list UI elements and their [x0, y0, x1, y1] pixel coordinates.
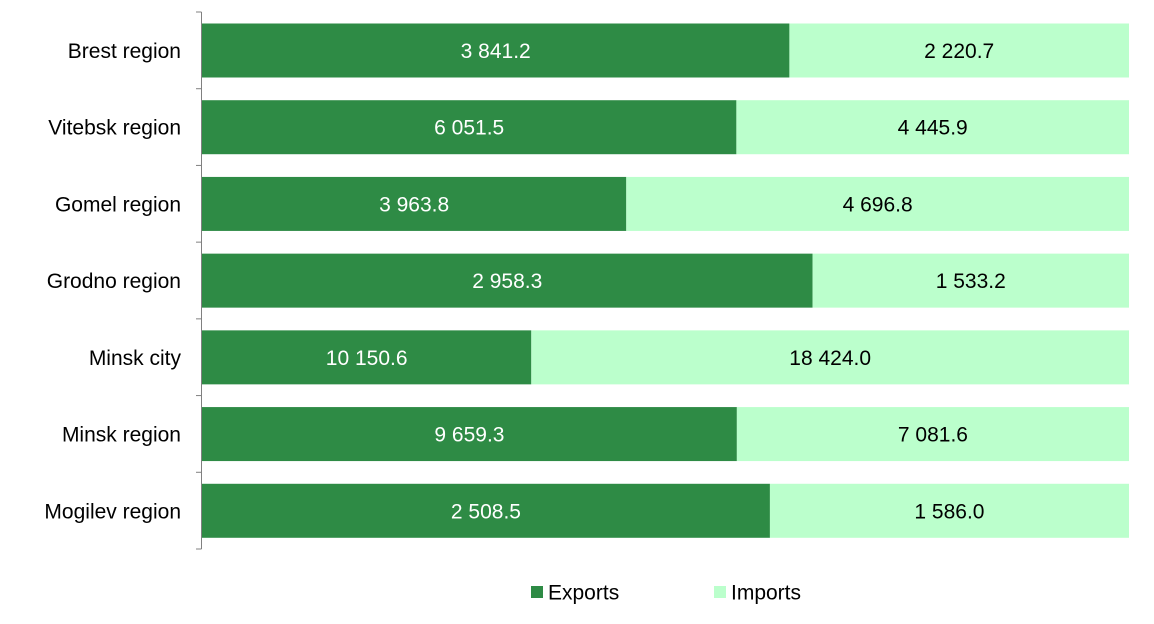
- data-label-exports-7: 2 508.5: [451, 500, 521, 523]
- bar-imports-7: [769, 483, 1129, 538]
- data-label-imports-2: 4 445.9: [898, 117, 968, 140]
- data-label-exports-1: 3 841.2: [461, 40, 531, 63]
- data-label-exports-4: 2 958.3: [472, 270, 542, 293]
- bar-exports-2: [202, 100, 737, 155]
- bar-imports-2: [736, 100, 1129, 155]
- category-axis: Brest region Vitebsk region Gomel region Gr…: [44, 11, 202, 550]
- legend-label-imports: Imports: [731, 582, 801, 605]
- data-label-exports-2: 6 051.5: [434, 117, 504, 140]
- legend-swatch-imports: [714, 586, 726, 598]
- legend-swatch-exports: [531, 586, 543, 598]
- bar-imports-1: [789, 23, 1129, 78]
- data-label-imports-7: 1 586.0: [914, 500, 984, 523]
- category-label-6: Minsk region: [62, 424, 181, 447]
- bar-exports-5: [202, 330, 532, 385]
- category-label-2: Vitebsk region: [48, 117, 181, 140]
- bar-exports-3: [202, 176, 627, 231]
- bars-layer: 3 841.2 2 220.7 6 051.5 4 445.9 3 963.8 4 696…: [202, 23, 1129, 538]
- legend: Exports Imports: [531, 582, 801, 605]
- data-label-imports-4: 1 533.2: [936, 270, 1006, 293]
- category-label-3: Gomel region: [55, 193, 181, 216]
- bar-exports-6: [202, 407, 737, 462]
- data-label-imports-5: 18 424.0: [789, 347, 871, 370]
- category-label-7: Mogilev region: [44, 500, 181, 523]
- bar-exports-4: [202, 253, 813, 308]
- data-label-imports-6: 7 081.6: [898, 424, 968, 447]
- legend-label-exports: Exports: [548, 582, 619, 605]
- bar-exports-1: [202, 23, 790, 78]
- category-label-1: Brest region: [68, 40, 181, 63]
- data-label-imports-3: 4 696.8: [843, 193, 913, 216]
- bar-imports-5: [531, 330, 1129, 385]
- bar-imports-4: [812, 253, 1129, 308]
- category-label-4: Grodno region: [47, 270, 181, 293]
- bar-exports-7: [202, 483, 770, 538]
- data-label-imports-1: 2 220.7: [924, 40, 994, 63]
- bar-imports-3: [626, 176, 1129, 231]
- data-label-exports-3: 3 963.8: [379, 193, 449, 216]
- category-label-5: Minsk city: [89, 347, 182, 370]
- bar-imports-6: [736, 407, 1129, 462]
- data-label-exports-5: 10 150.6: [326, 347, 408, 370]
- data-label-exports-6: 9 659.3: [434, 424, 504, 447]
